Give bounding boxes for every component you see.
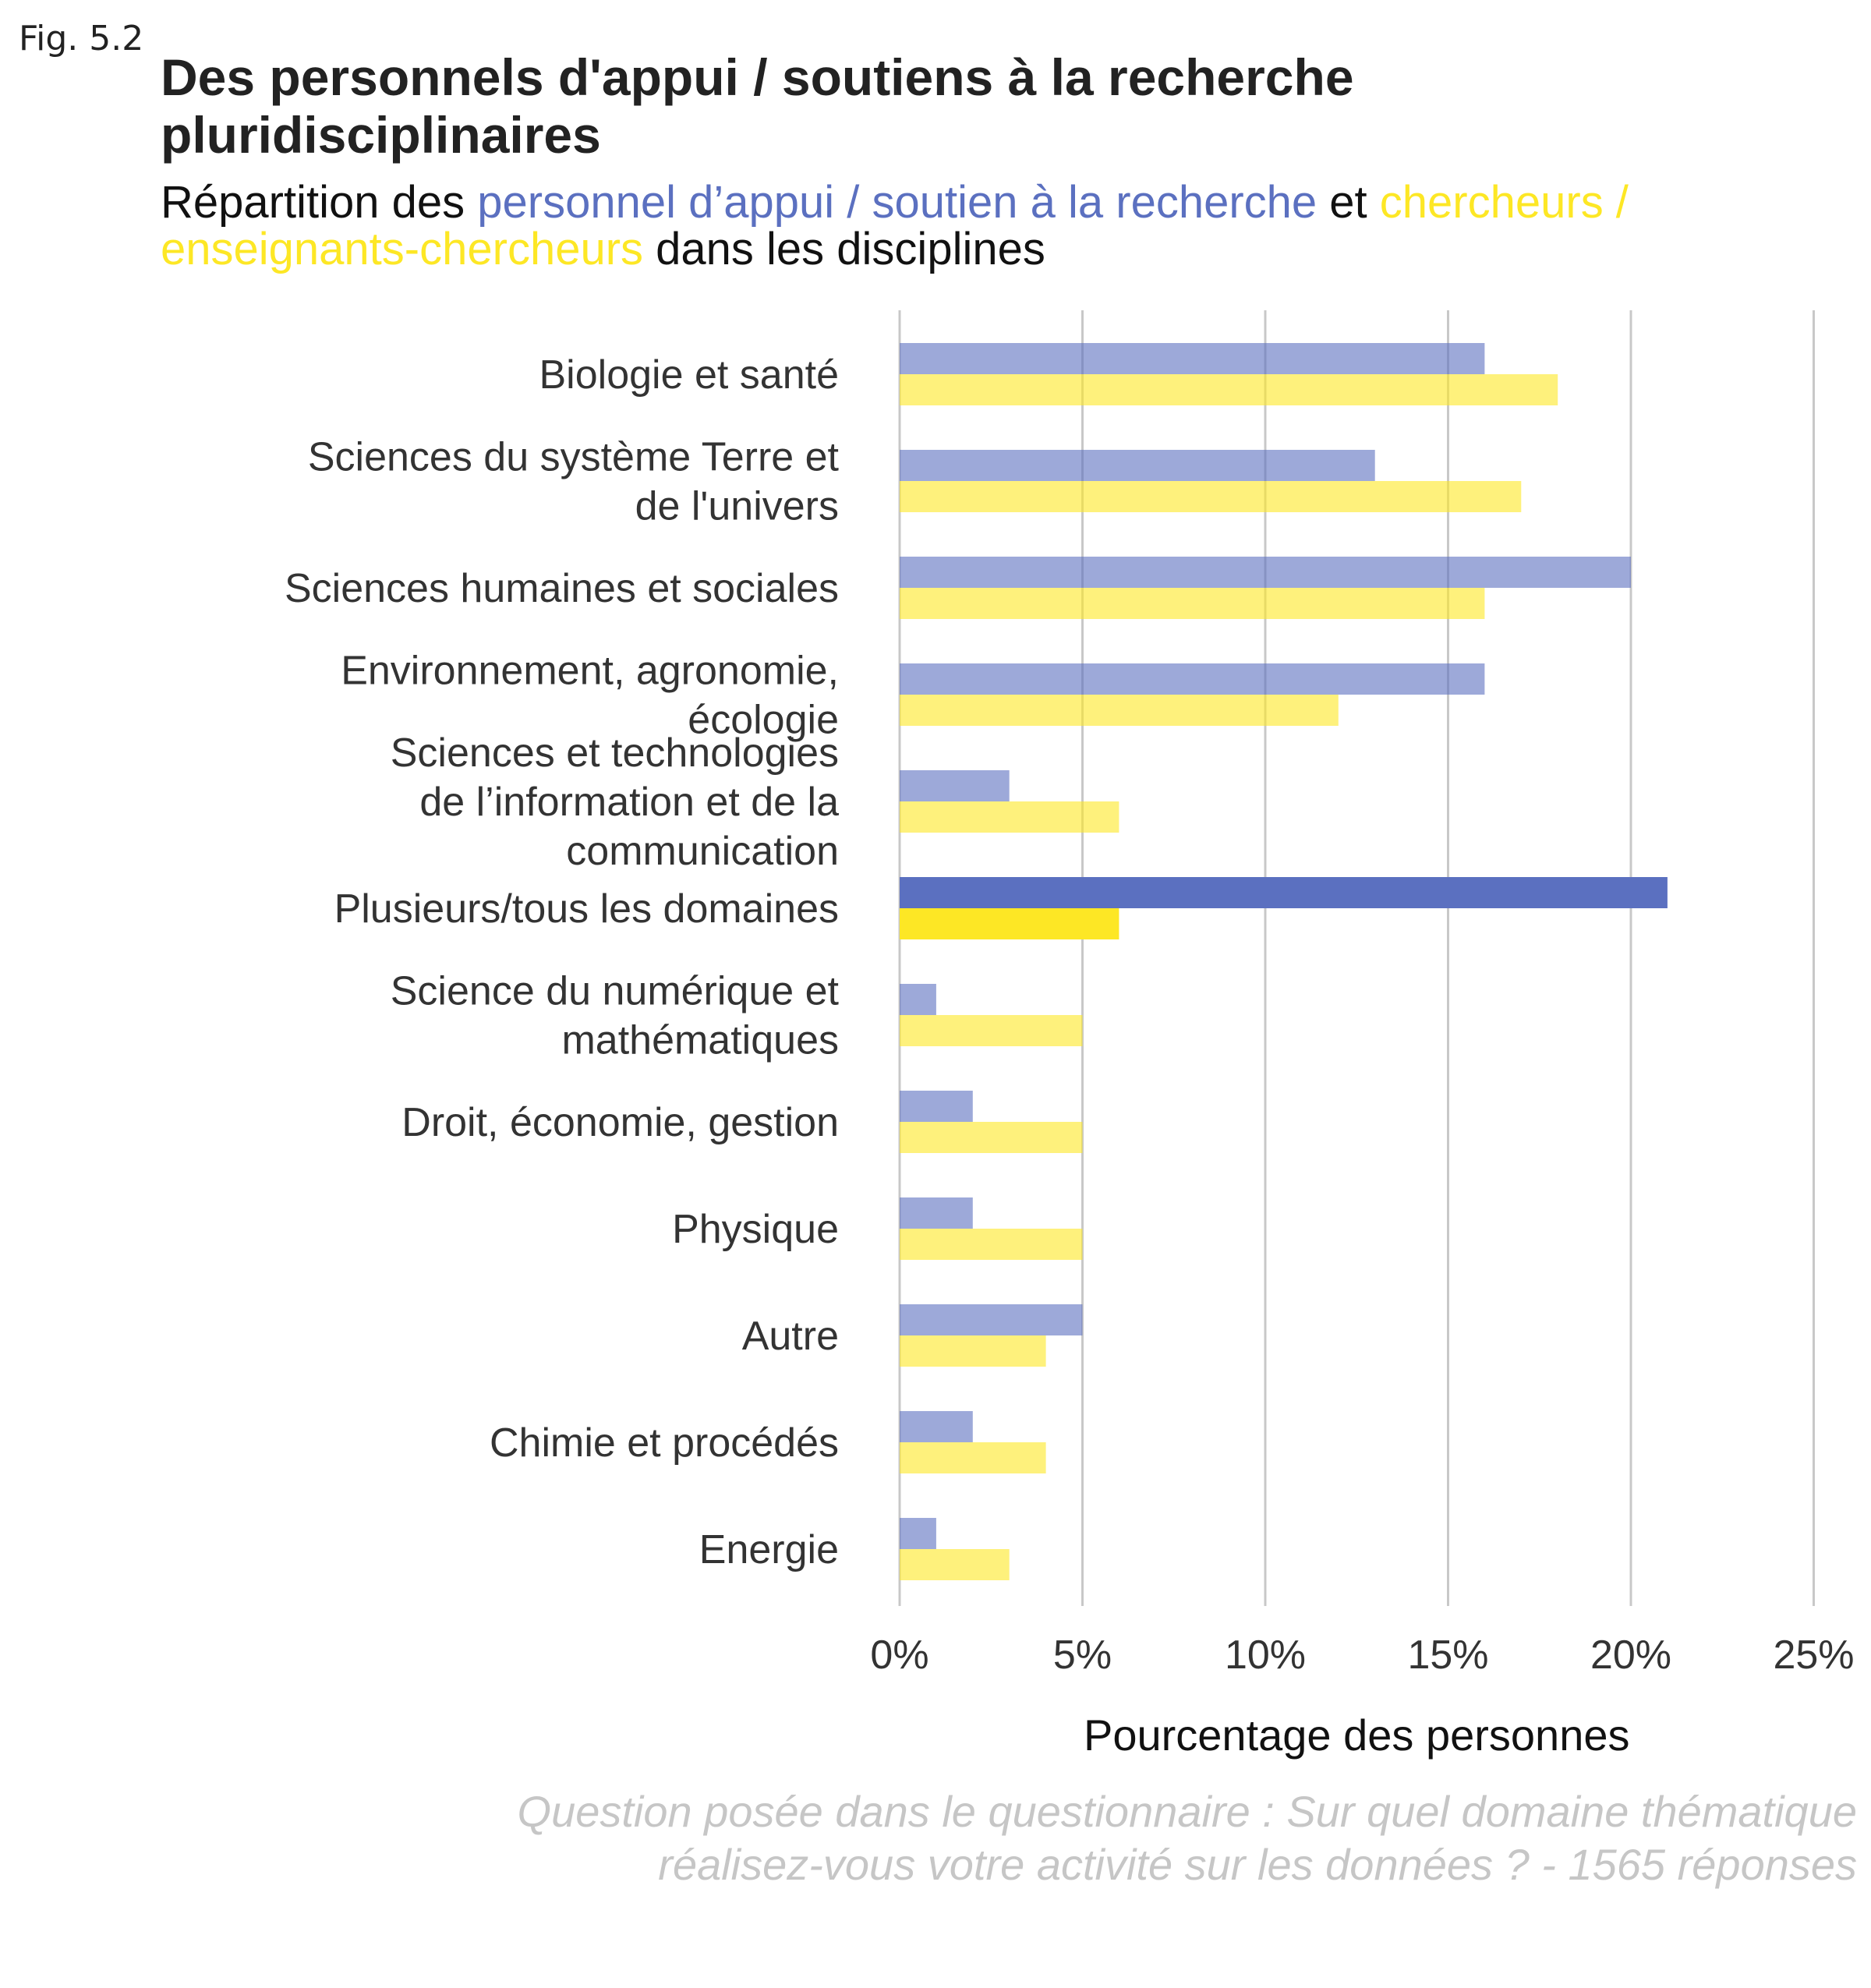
subtitle-researchers-legend: chercheurs / enseignants-chercheurs: [161, 177, 1629, 274]
bar-researchers: [900, 588, 1485, 619]
category-label: Sciences du système Terre et de l'univers: [308, 435, 840, 529]
figure-label: Fig. 5.2: [19, 19, 144, 58]
bar-researchers: [900, 1442, 1046, 1473]
category-label: Environnement, agronomie, écologie: [341, 649, 839, 743]
bar-support: [900, 877, 1668, 908]
bar-support: [900, 984, 936, 1015]
x-tick-label: 5%: [1053, 1632, 1112, 1678]
x-tick-label: 15%: [1407, 1632, 1488, 1678]
bar-researchers: [900, 1015, 1083, 1046]
bar-support: [900, 663, 1485, 695]
subtitle-part2: et: [1317, 177, 1380, 228]
category-label: Physique: [672, 1207, 839, 1252]
bar-support: [900, 450, 1375, 481]
bar-researchers: [900, 481, 1522, 512]
bars: [900, 343, 1668, 1580]
bar-researchers: [900, 1335, 1046, 1367]
x-axis-title: Pourcentage des personnes: [1084, 1710, 1630, 1760]
bar-support: [900, 557, 1631, 588]
bar-chart: Biologie et santé Sciences du système Ter…: [285, 310, 1855, 1760]
bar-researchers: [900, 1549, 1010, 1580]
category-label: Science du numérique et mathématiques: [391, 969, 840, 1063]
bar-support: [900, 1091, 973, 1122]
bar-support: [900, 1197, 973, 1229]
bar-support: [900, 770, 1010, 801]
subtitle-part1: Répartition des: [161, 177, 478, 228]
x-tick-label: 0%: [870, 1632, 928, 1678]
grid-lines: [898, 310, 1815, 1606]
category-label: Chimie et procédés: [490, 1420, 839, 1466]
bar-support: [900, 1518, 936, 1549]
category-label: Plusieurs/tous les domaines: [334, 886, 839, 932]
category-label: Droit, économie, gestion: [401, 1100, 839, 1145]
chart-title: Des personnels d'appui / soutiens à la r…: [161, 48, 1354, 164]
bar-researchers: [900, 801, 1119, 833]
bar-researchers: [900, 1229, 1083, 1260]
x-tick-label: 25%: [1773, 1632, 1854, 1678]
category-label: Sciences et technologies de l’information…: [391, 730, 839, 874]
subtitle-support-legend: personnel d’appui / soutien à la recherc…: [477, 177, 1317, 228]
category-label: Energie: [699, 1527, 839, 1572]
x-tick-label: 10%: [1225, 1632, 1306, 1678]
category-labels: Biologie et santé Sciences du système Ter…: [285, 352, 840, 1572]
bar-researchers: [900, 695, 1339, 726]
bar-researchers: [900, 908, 1119, 939]
chart-subtitle: Répartition des personnel d’appui / sout…: [161, 179, 1642, 273]
bar-support: [900, 1411, 973, 1442]
bar-support: [900, 343, 1485, 374]
category-label: Biologie et santé: [539, 352, 840, 398]
x-axis-ticks: 0% 5% 10% 15% 20% 25%: [870, 1632, 1854, 1678]
bar-researchers: [900, 1122, 1083, 1153]
bar-support: [900, 1304, 1083, 1335]
bar-researchers: [900, 374, 1558, 405]
x-tick-label: 20%: [1590, 1632, 1671, 1678]
subtitle-part3: dans les disciplines: [643, 224, 1045, 274]
category-label: Sciences humaines et sociales: [285, 566, 839, 611]
category-label: Autre: [742, 1314, 839, 1359]
chart-caption: Question posée dans le questionnaire : S…: [517, 1787, 1857, 1889]
